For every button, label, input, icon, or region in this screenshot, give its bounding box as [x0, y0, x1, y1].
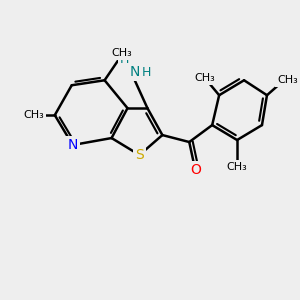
- Text: CH₃: CH₃: [195, 73, 216, 83]
- Text: H: H: [120, 53, 129, 66]
- Text: O: O: [190, 163, 201, 177]
- Text: S: S: [135, 148, 144, 162]
- Text: CH₃: CH₃: [111, 48, 132, 59]
- Text: CH₃: CH₃: [227, 162, 248, 172]
- Text: CH₃: CH₃: [23, 110, 44, 120]
- Text: CH₃: CH₃: [278, 75, 298, 85]
- Text: H: H: [142, 66, 151, 79]
- Text: N: N: [68, 138, 78, 152]
- Text: N: N: [129, 65, 140, 79]
